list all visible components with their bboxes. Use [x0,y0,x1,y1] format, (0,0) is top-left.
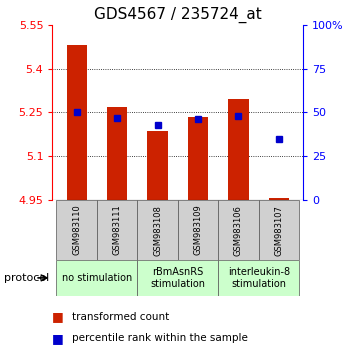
Bar [56,260,137,296]
Text: ■: ■ [52,310,64,323]
Text: GSM983106: GSM983106 [234,205,243,256]
Bar [97,200,137,260]
Bar [137,200,178,260]
Text: transformed count: transformed count [72,312,169,322]
Bar [218,200,259,260]
Bar [178,200,218,260]
Bar [229,99,249,200]
Bar [56,200,97,260]
Bar [147,131,168,200]
Text: GSM983108: GSM983108 [153,205,162,256]
Text: no stimulation: no stimulation [62,273,132,283]
Text: GSM983111: GSM983111 [113,205,122,256]
Text: rBmAsnRS
stimulation: rBmAsnRS stimulation [150,267,205,289]
Text: percentile rank within the sample: percentile rank within the sample [72,333,248,343]
Text: GSM983107: GSM983107 [274,205,283,256]
Text: protocol: protocol [4,273,49,283]
Text: GSM983110: GSM983110 [72,205,81,256]
Bar [107,107,127,200]
Bar [66,45,87,200]
Text: ■: ■ [52,332,64,344]
Title: GDS4567 / 235724_at: GDS4567 / 235724_at [94,7,262,23]
Text: GSM983109: GSM983109 [193,205,203,256]
Bar [218,260,299,296]
Bar [269,198,289,200]
Bar [259,200,299,260]
Bar [137,260,218,296]
Bar [188,117,208,200]
Text: interleukin-8
stimulation: interleukin-8 stimulation [228,267,290,289]
